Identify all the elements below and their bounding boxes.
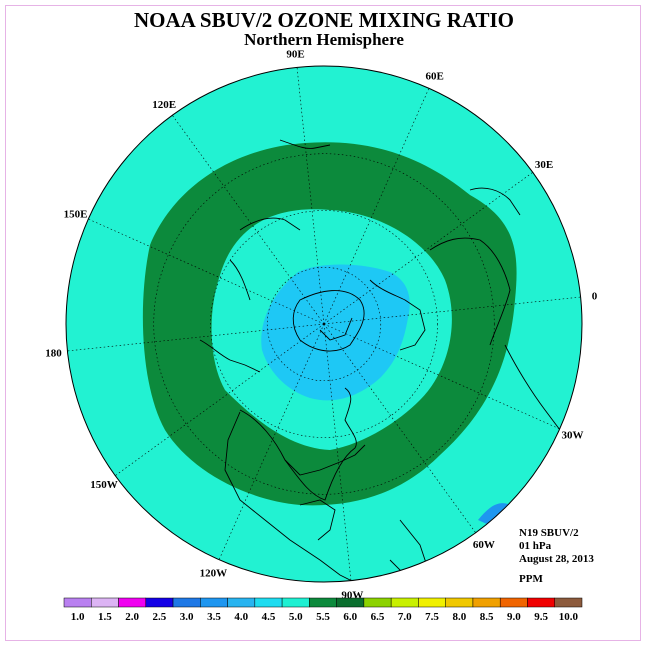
longitude-label: 120E — [152, 99, 176, 111]
longitude-label: 60E — [425, 71, 443, 83]
colorbar-swatch — [336, 597, 365, 608]
colorbar-swatch — [390, 597, 419, 608]
colorbar-swatch — [145, 597, 174, 608]
longitude-label: 60W — [473, 539, 495, 551]
colorbar-label: 2.0 — [125, 611, 139, 623]
colorbar-swatch — [200, 597, 228, 608]
colorbar-swatch — [227, 597, 256, 608]
meridian-line — [172, 115, 325, 325]
meridian-line — [323, 323, 476, 533]
colorbar-label: 8.0 — [452, 611, 466, 623]
latitude-circle — [153, 153, 495, 495]
graticule — [67, 67, 581, 581]
colorbar-label: 6.0 — [343, 611, 357, 623]
date-label: August 28, 2013 — [519, 553, 594, 565]
colorbar-label: 7.0 — [398, 611, 412, 623]
colorbar-label: 7.5 — [425, 611, 439, 623]
coastlines — [199, 139, 571, 582]
map-subtitle: Northern Hemisphere — [244, 30, 404, 49]
meridian-line — [67, 323, 325, 352]
map-border — [65, 65, 583, 583]
meridian-line — [323, 323, 352, 581]
longitude-label: 30E — [535, 159, 553, 171]
latitude-circle — [210, 210, 438, 438]
colorbar-swatch — [527, 597, 555, 608]
colorbar-swatch — [309, 597, 337, 608]
colorbar-label: 2.5 — [153, 611, 167, 623]
colorbar-label: 9.5 — [534, 611, 548, 623]
colorbar-label: 1.0 — [71, 611, 85, 623]
colorbar-label: 4.0 — [234, 611, 248, 623]
ozone-ring-5p5 — [142, 142, 517, 506]
longitude-label: 0 — [592, 291, 598, 303]
longitude-label: 30W — [561, 430, 583, 442]
colorbar-swatch — [254, 597, 283, 608]
colorbar-swatch — [418, 597, 446, 608]
longitude-label: 150E — [64, 208, 88, 220]
colorbar-swatch — [118, 597, 147, 608]
longitude-label: 150W — [90, 479, 118, 491]
meridian-line — [88, 218, 325, 325]
units-label: PPM — [519, 573, 543, 585]
ozone-polar-low — [261, 264, 410, 401]
meridian-line — [323, 172, 533, 325]
longitude-label: 120W — [200, 567, 228, 579]
colorbar-swatch — [281, 597, 310, 608]
colorbar-label: 5.0 — [289, 611, 303, 623]
map-title: NOAA SBUV/2 OZONE MIXING RATIO — [134, 8, 514, 32]
meridian-line — [323, 323, 560, 430]
longitude-label: 90E — [286, 48, 304, 60]
meridian-line — [218, 323, 325, 560]
colorbar-label: 3.0 — [180, 611, 194, 623]
colorbar-label: 3.5 — [207, 611, 221, 623]
meridian-line — [323, 88, 430, 325]
longitude-label: 180 — [45, 347, 62, 359]
colorbar-swatch — [63, 597, 92, 608]
colorbar-label: 9.0 — [507, 611, 521, 623]
colorbar-label: 4.5 — [262, 611, 276, 623]
colorbar-swatch — [499, 597, 528, 608]
meridian-line — [115, 323, 325, 476]
colorbar-swatch — [363, 597, 392, 608]
instrument-label: N19 SBUV/2 — [519, 527, 579, 539]
pressure-level-label: 01 hPa — [519, 540, 552, 552]
meridian-line — [296, 67, 325, 325]
colorbar-swatch — [172, 597, 201, 608]
colorbar-label: 8.5 — [480, 611, 494, 623]
colorbar-label: 10.0 — [559, 611, 579, 623]
colorbar-swatch — [472, 597, 501, 608]
colorbar-label: 1.5 — [98, 611, 112, 623]
meridian-line — [323, 296, 581, 325]
colorbar-label: 5.5 — [316, 611, 330, 623]
colorbar-swatch — [91, 597, 119, 608]
figure-frame — [5, 5, 641, 641]
colorbar-swatch — [445, 597, 474, 608]
latitude-circle — [266, 266, 382, 382]
colorbar: 1.0 1.5 2.0 2.5 3.0 3.5 4.0 4.5 5.0 5.5 6.0 6.5 7.0 7… — [63, 597, 583, 623]
colorbar-label: 6.5 — [371, 611, 385, 623]
colorbar-swatch — [554, 597, 583, 608]
